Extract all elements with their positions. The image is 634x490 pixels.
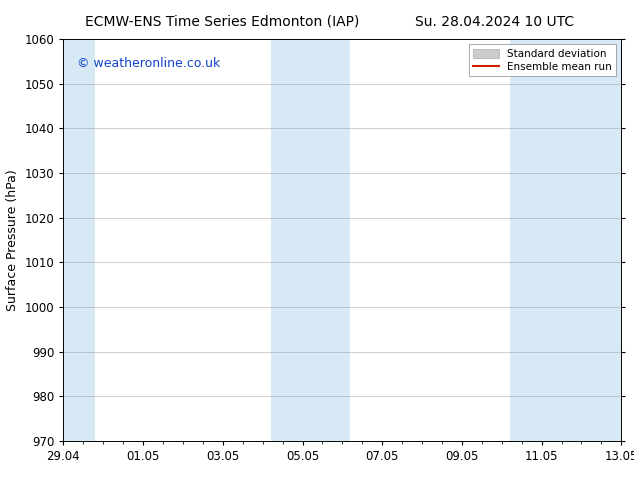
Bar [271,39,351,441]
Bar [63,39,95,441]
Bar [510,39,621,441]
Text: © weatheronline.co.uk: © weatheronline.co.uk [77,57,221,70]
Text: Su. 28.04.2024 10 UTC: Su. 28.04.2024 10 UTC [415,15,574,29]
Y-axis label: Surface Pressure (hPa): Surface Pressure (hPa) [6,169,19,311]
Text: ECMW-ENS Time Series Edmonton (IAP): ECMW-ENS Time Series Edmonton (IAP) [85,15,359,29]
Legend: Standard deviation, Ensemble mean run: Standard deviation, Ensemble mean run [469,45,616,76]
